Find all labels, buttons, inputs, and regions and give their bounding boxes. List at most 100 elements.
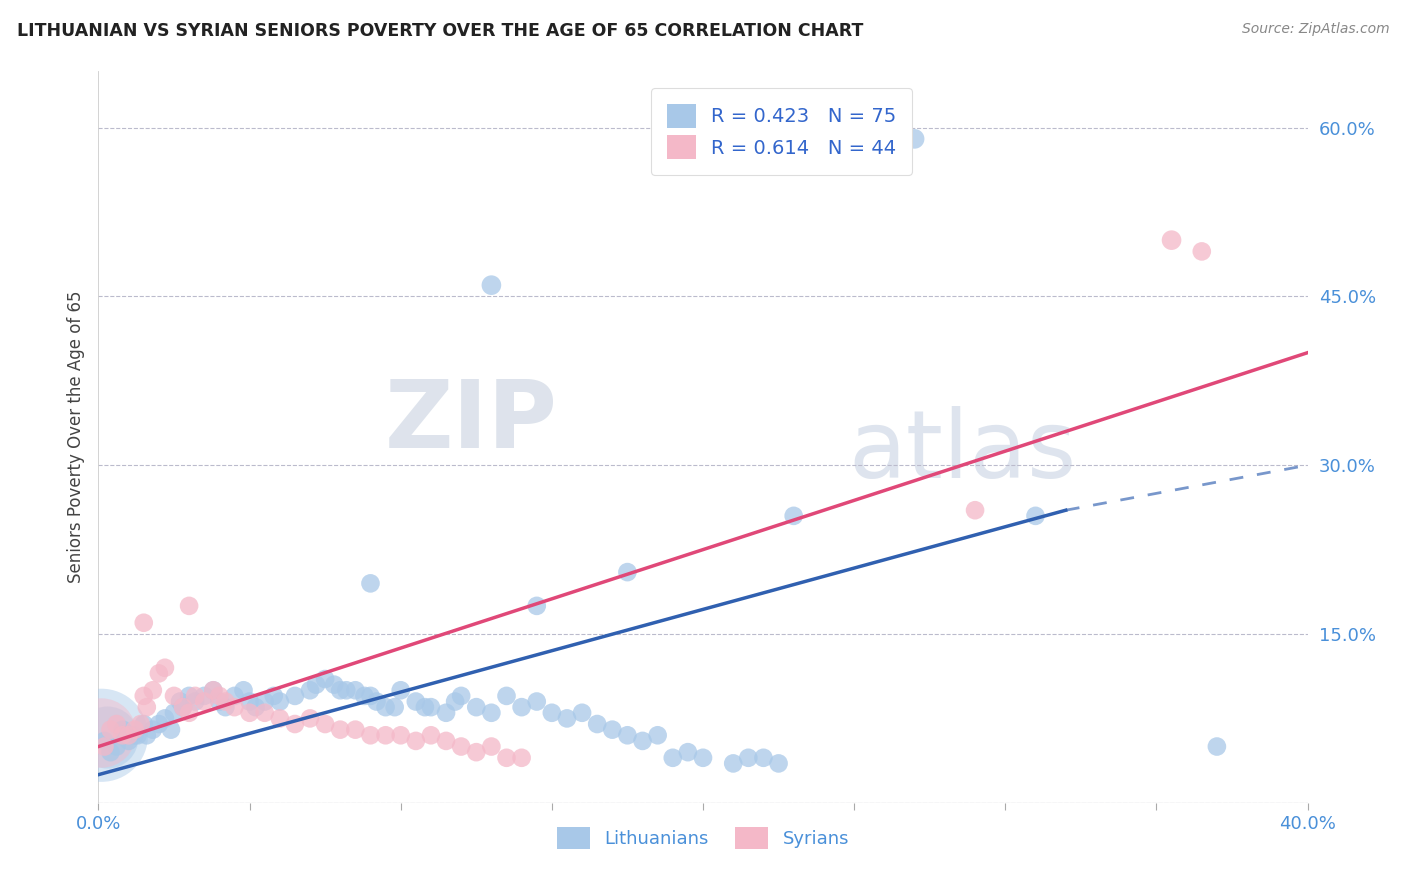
Point (602, 723, 624, 737)
Point (132, 717, 155, 731)
Point (269, 694, 291, 708)
Point (314, 717, 336, 731)
Text: ZIP: ZIP (385, 376, 558, 468)
Point (179, 689, 201, 703)
Text: atlas: atlas (848, 406, 1077, 498)
Point (284, 717, 307, 731)
Point (239, 706, 262, 720)
Point (208, 694, 231, 708)
Point (526, 599, 548, 613)
Point (163, 689, 186, 703)
Point (269, 711, 291, 725)
Point (555, 711, 578, 725)
Point (124, 728, 146, 742)
Point (420, 700, 443, 714)
Point (434, 734, 457, 748)
Point (420, 728, 443, 742)
Text: Source: ZipAtlas.com: Source: ZipAtlas.com (1241, 22, 1389, 37)
Point (179, 706, 201, 720)
Point (305, 678, 328, 692)
Point (284, 689, 307, 703)
Point (631, 734, 654, 748)
Point (299, 683, 322, 698)
Point (163, 706, 186, 720)
Point (768, 756, 790, 771)
Point (540, 706, 562, 720)
Point (723, 756, 745, 771)
Point (179, 599, 201, 613)
Point (737, 751, 759, 765)
Point (413, 700, 436, 714)
Point (124, 723, 146, 737)
Point (96, 731, 118, 745)
Point (202, 683, 225, 698)
Point (100, 723, 122, 737)
Point (90, 728, 112, 742)
Point (389, 683, 412, 698)
Point (253, 694, 276, 708)
Point (224, 689, 246, 703)
Point (184, 694, 207, 708)
Point (405, 694, 427, 708)
Point (214, 694, 236, 708)
Point (142, 683, 165, 698)
Point (193, 689, 215, 703)
Point (314, 672, 336, 686)
Point (132, 615, 155, 630)
Point (93, 739, 115, 754)
Point (127, 728, 149, 742)
Point (444, 694, 467, 708)
Point (481, 706, 503, 720)
Point (153, 661, 176, 675)
Point (214, 700, 236, 714)
Point (434, 706, 457, 720)
Point (360, 576, 382, 591)
Point (105, 739, 128, 754)
Point (299, 711, 322, 725)
Point (111, 728, 134, 742)
Point (405, 734, 427, 748)
Point (374, 728, 396, 742)
Point (172, 700, 194, 714)
Point (586, 717, 609, 731)
Point (239, 694, 262, 708)
Point (335, 683, 357, 698)
Point (450, 689, 472, 703)
Point (1191, 244, 1213, 259)
Point (148, 666, 170, 681)
Point (450, 739, 472, 754)
Point (752, 751, 775, 765)
Point (208, 689, 231, 703)
Point (526, 694, 548, 708)
Point (510, 700, 533, 714)
Point (323, 678, 346, 692)
Point (253, 706, 276, 720)
Point (142, 723, 165, 737)
Point (904, 132, 927, 146)
Point (232, 683, 254, 698)
Point (481, 278, 503, 293)
Point (616, 728, 638, 742)
Point (153, 711, 176, 725)
Legend: Lithuanians, Syrians: Lithuanians, Syrians (550, 820, 856, 856)
Point (353, 689, 375, 703)
Point (360, 728, 382, 742)
Point (1206, 739, 1229, 754)
Point (135, 700, 157, 714)
Point (481, 739, 503, 754)
Point (495, 689, 517, 703)
Point (965, 503, 987, 517)
Point (374, 700, 396, 714)
Point (329, 683, 352, 698)
Point (202, 683, 225, 698)
Point (105, 717, 128, 731)
Point (616, 565, 638, 579)
Point (647, 728, 669, 742)
Point (132, 689, 155, 703)
Point (495, 751, 517, 765)
Point (661, 751, 683, 765)
Point (118, 734, 141, 748)
Point (263, 689, 285, 703)
Point (93, 734, 115, 748)
Point (160, 723, 183, 737)
